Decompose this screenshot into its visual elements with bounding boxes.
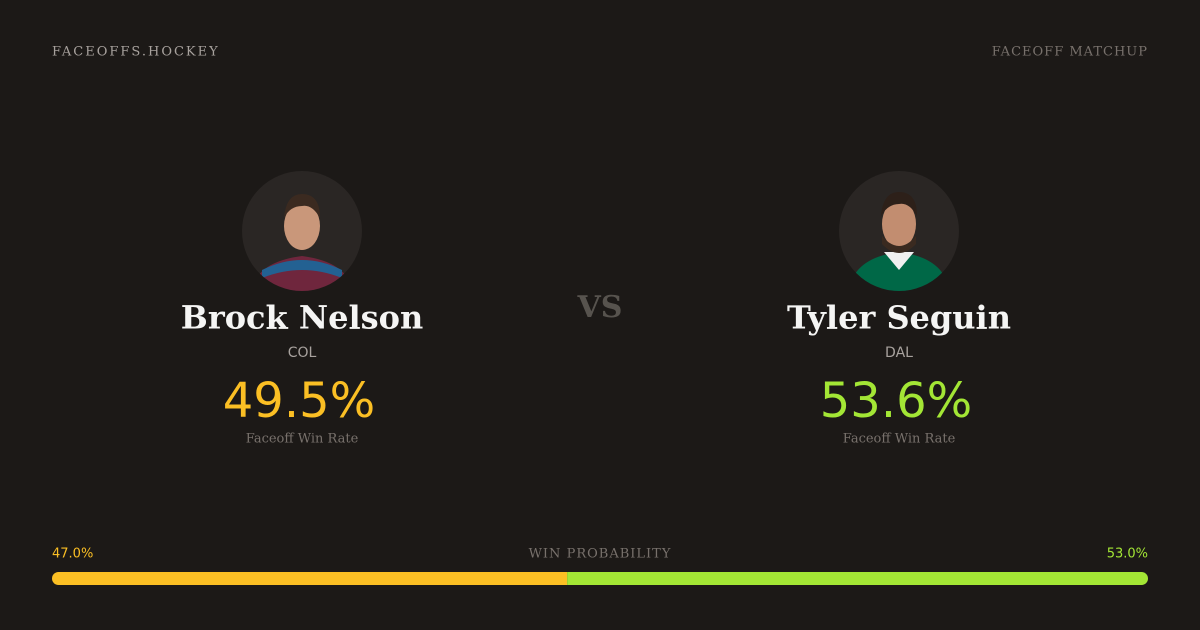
- win-rate: 49.5%: [223, 373, 375, 429]
- win-rate: 53.6%: [820, 373, 972, 429]
- right-probability: 53.0%: [1107, 547, 1148, 562]
- player-name: Brock Nelson: [181, 299, 423, 337]
- probability-title: WIN PROBABILITY: [529, 547, 672, 562]
- probability-segment: [567, 572, 1148, 585]
- brand: FACEOFFS.HOCKEY: [52, 45, 220, 60]
- team: COL: [288, 345, 317, 361]
- probability-segment: [52, 572, 568, 585]
- avatar: [839, 171, 959, 291]
- player-name: Tyler Seguin: [787, 299, 1011, 337]
- rate-label: Faceoff Win Rate: [246, 432, 359, 447]
- team: DAL: [885, 345, 913, 361]
- header-label: FACEOFF MATCHUP: [992, 45, 1148, 60]
- probability-bar: [52, 572, 1148, 585]
- vs: VS: [577, 290, 623, 325]
- avatar: [242, 171, 362, 291]
- rate-label: Faceoff Win Rate: [843, 432, 956, 447]
- left-probability: 47.0%: [52, 547, 93, 562]
